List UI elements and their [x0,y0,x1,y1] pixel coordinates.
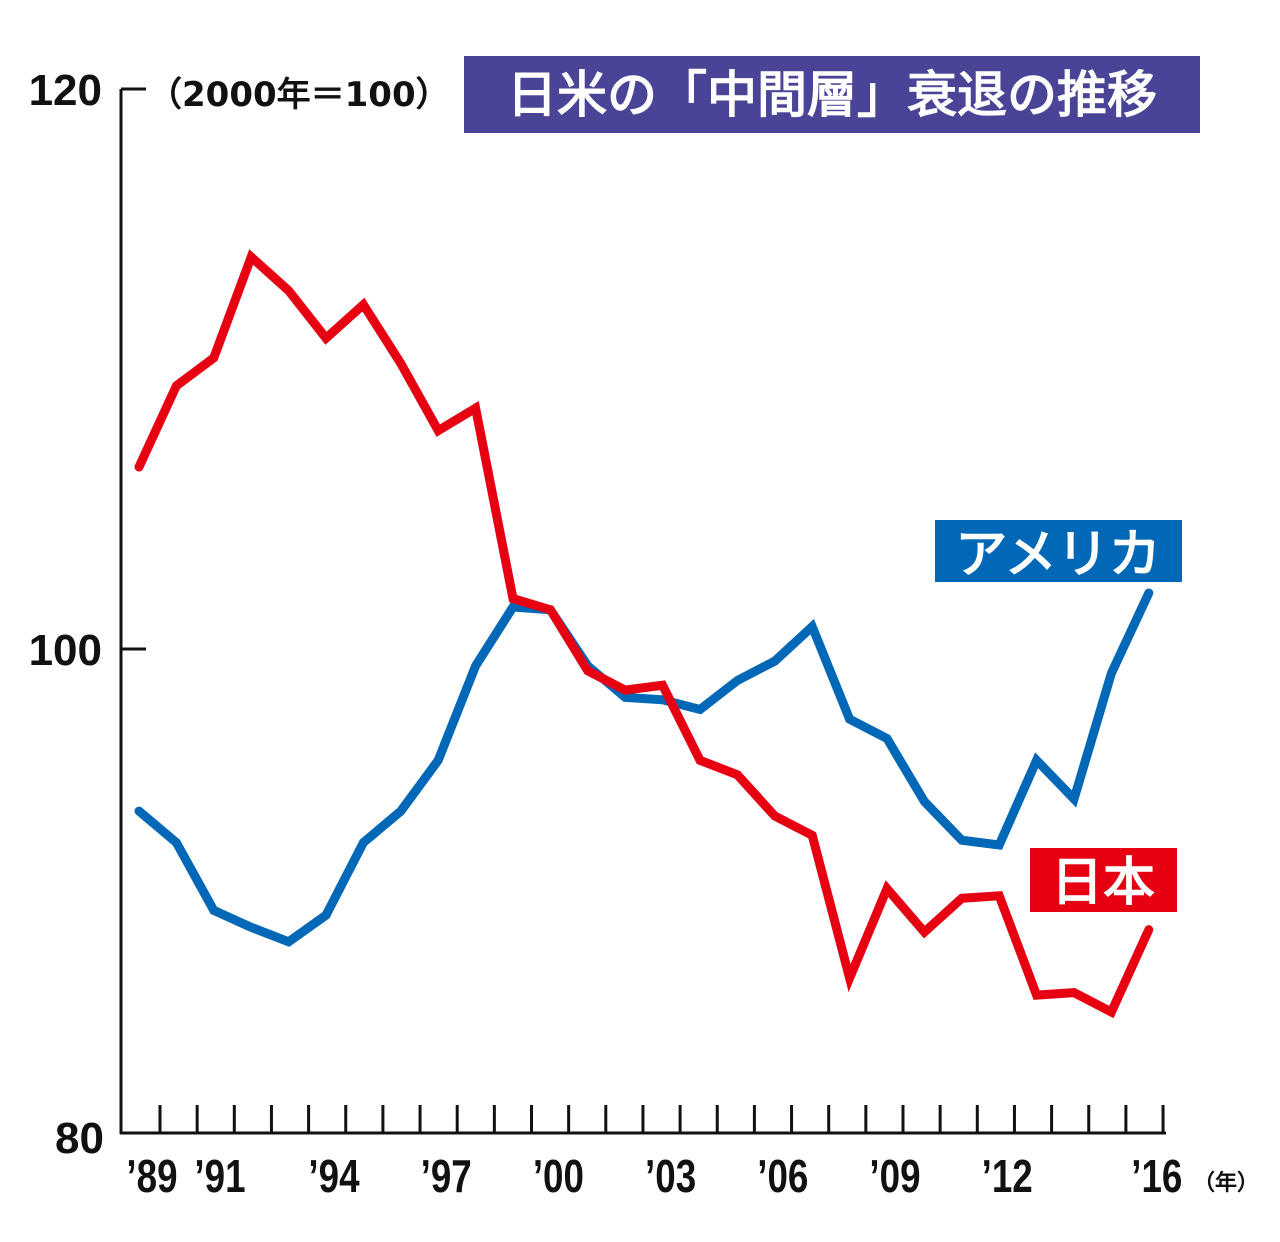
legend-label-japan: 日本 [1051,853,1155,913]
x-tick-label: ’12 [982,1150,1033,1202]
y-tick-label: 120 [29,66,102,115]
x-tick-label: ’09 [869,1150,920,1202]
y-tick-label: 80 [55,1114,104,1163]
series-line-japan [134,249,1154,1019]
x-tick-label: ’91 [194,1150,245,1202]
x-tick-label: ’06 [757,1150,808,1202]
y-tick-label: 100 [29,626,102,675]
x-tick-label: ’94 [308,1150,359,1202]
x-tick-label: ’89 [126,1150,177,1202]
legend-box-usa [935,520,1182,582]
series-labels: アメリカ 日本 [935,520,1182,913]
unit-note: （2000年＝100） [148,75,450,115]
chart-title-box [464,56,1200,133]
axes: 80 100 120 ’89 ’91 ’94 ’97 ’00 ’03 ’06 ’09 ’12 ’16 [29,66,1183,1202]
x-tick-label: ’16 [1131,1150,1182,1202]
x-tick-label: ’00 [533,1150,584,1202]
x-tick-label: ’97 [421,1150,472,1202]
x-unit-label: （年） [1193,1170,1259,1196]
series-line-usa [134,588,1154,947]
legend-box-japan [1030,848,1177,912]
legend-label-usa: アメリカ [955,525,1160,585]
x-tick-label: ’03 [645,1150,696,1202]
series-lines [134,249,1154,1019]
chart-title: 日米の「中間層」衰退の推移 [507,66,1157,124]
